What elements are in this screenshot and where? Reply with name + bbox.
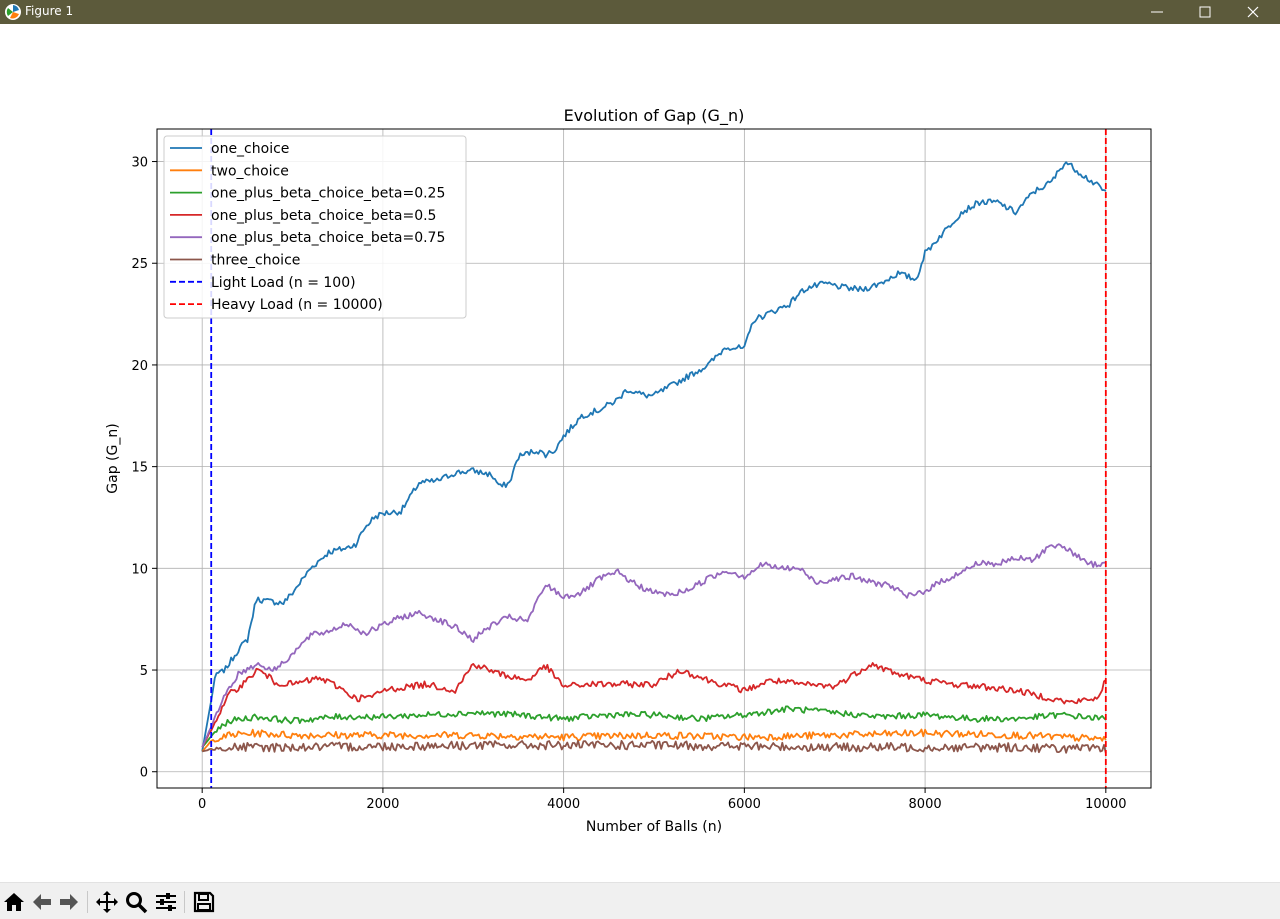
configure-subplots-button[interactable]	[154, 890, 178, 914]
save-icon	[193, 891, 215, 913]
x-tick-label: 6000	[728, 797, 761, 812]
toolbar-separator	[184, 891, 185, 913]
series-line-2	[201, 705, 1107, 748]
back-arrow-icon	[33, 894, 51, 910]
legend-label: one_plus_beta_choice_beta=0.5	[211, 208, 436, 224]
y-tick-label: 15	[131, 461, 148, 476]
legend-label: Light Load (n = 100)	[211, 275, 356, 291]
pan-button[interactable]	[95, 890, 119, 914]
y-tick-label: 10	[131, 562, 148, 577]
maximize-icon	[1199, 6, 1211, 18]
window-titlebar: Figure 1	[0, 0, 1280, 24]
minimize-icon	[1151, 11, 1163, 13]
configure-subplots-icon	[156, 893, 176, 911]
series-line-5	[202, 739, 1107, 754]
zoom-icon	[126, 892, 148, 914]
x-tick-label: 10000	[1085, 797, 1126, 812]
legend-label: two_choice	[211, 163, 289, 179]
figure-canvas[interactable]: 0 2000 4000 6000 8000 10000 0 5 10 15 20 25 30 Evolut…	[0, 24, 1280, 882]
close-button[interactable]	[1229, 0, 1277, 24]
close-icon	[1247, 6, 1259, 18]
y-tick-label: 30	[131, 156, 148, 171]
minimize-button[interactable]	[1133, 0, 1181, 24]
legend-label: three_choice	[211, 253, 300, 269]
axes-frame	[156, 128, 1152, 789]
navigation-toolbar	[0, 882, 1280, 919]
x-tick-label: 2000	[366, 797, 399, 812]
y-tick-label: 20	[131, 359, 148, 374]
y-tick-label: 25	[131, 257, 148, 272]
save-button[interactable]	[192, 890, 216, 914]
chart-plot[interactable]: 0 2000 4000 6000 8000 10000 0 5 10 15 20 25 30 Evolut…	[0, 24, 1280, 882]
back-button[interactable]	[30, 890, 54, 914]
matplotlib-logo-icon	[5, 4, 21, 20]
window-title: Figure 1	[25, 4, 74, 18]
x-tick-label: 0	[198, 797, 206, 812]
home-icon	[4, 893, 24, 911]
zoom-button[interactable]	[124, 890, 148, 914]
forward-button[interactable]	[57, 890, 81, 914]
series-line-1	[201, 728, 1107, 753]
series-line-0	[201, 161, 1107, 752]
series-line-4	[201, 543, 1107, 748]
chart-title: Evolution of Gap (G_n)	[564, 106, 745, 126]
series-line-3	[201, 662, 1107, 748]
maximize-button[interactable]	[1181, 0, 1229, 24]
y-tick-label: 5	[140, 664, 148, 679]
legend-label: Heavy Load (n = 10000)	[211, 297, 383, 313]
legend-label: one_plus_beta_choice_beta=0.75	[211, 230, 445, 246]
legend-label: one_plus_beta_choice_beta=0.25	[211, 186, 445, 202]
x-tick-label: 8000	[909, 797, 942, 812]
forward-arrow-icon	[60, 894, 78, 910]
legend-label: one_choice	[211, 141, 289, 157]
pan-icon	[96, 891, 118, 913]
home-button[interactable]	[2, 890, 26, 914]
y-axis-label: Gap (G_n)	[105, 423, 121, 493]
y-tick-label: 0	[140, 766, 148, 781]
toolbar-separator	[87, 891, 88, 913]
x-tick-label: 4000	[547, 797, 580, 812]
x-axis-label: Number of Balls (n)	[586, 819, 722, 835]
legend-box	[163, 135, 467, 319]
